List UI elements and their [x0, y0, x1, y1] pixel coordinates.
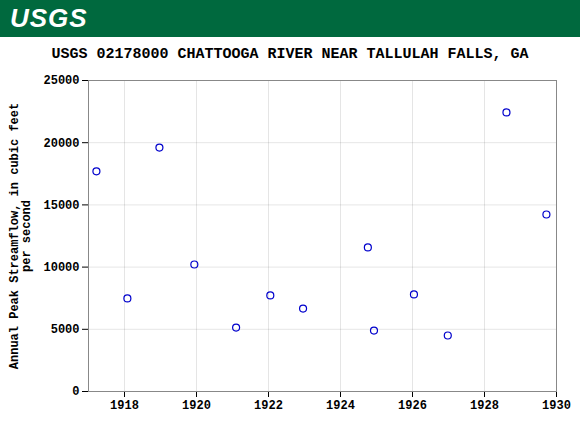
- svg-text:15000: 15000: [43, 199, 79, 213]
- svg-text:25000: 25000: [43, 74, 79, 88]
- svg-text:1928: 1928: [470, 399, 499, 413]
- svg-text:1926: 1926: [398, 399, 427, 413]
- svg-text:0: 0: [72, 385, 79, 399]
- svg-text:20000: 20000: [43, 137, 79, 151]
- svg-text:Annual Peak Streamflow, in cub: Annual Peak Streamflow, in cubic feetper…: [8, 103, 34, 369]
- html-text:USGS: USGS: [10, 3, 88, 33]
- svg-text:5000: 5000: [51, 323, 80, 337]
- svg-text:1918: 1918: [110, 399, 139, 413]
- svg-text:1922: 1922: [254, 399, 283, 413]
- html-text:USGS 02178000 CHATTOOGA RIVER: USGS 02178000 CHATTOOGA RIVER NEAR TALLU…: [51, 46, 529, 63]
- svg-text:1920: 1920: [182, 399, 211, 413]
- svg-text:10000: 10000: [43, 261, 79, 275]
- svg-text:1924: 1924: [326, 399, 355, 413]
- svg-text:1930: 1930: [542, 399, 571, 413]
